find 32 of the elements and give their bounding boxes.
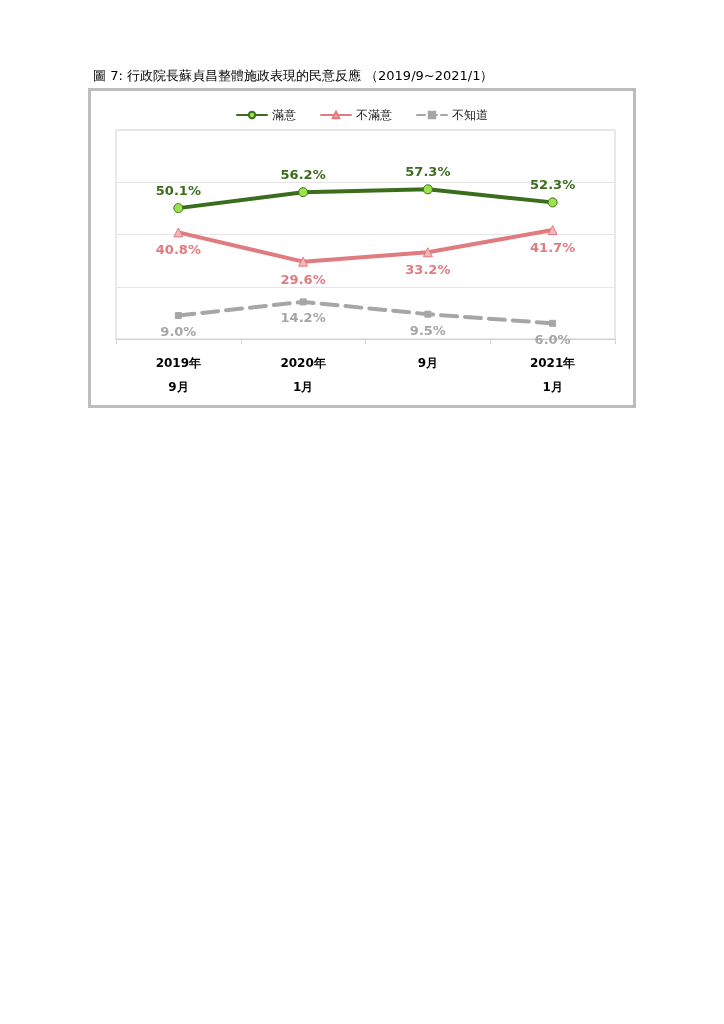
point [173, 203, 184, 214]
data-label: 50.1% [155, 183, 201, 199]
data-label: 41.7% [530, 240, 576, 256]
point [298, 256, 309, 267]
legend-label: 不知道 [452, 108, 488, 122]
data-label: 9.0% [160, 323, 197, 339]
data-label: 33.2% [405, 262, 451, 278]
data-label: 9.5% [409, 322, 446, 338]
point [549, 319, 557, 327]
data-label: 52.3% [530, 177, 576, 193]
point [422, 184, 433, 195]
point [547, 225, 558, 236]
legend-label: 不滿意 [356, 108, 392, 122]
data-label: 40.8% [155, 242, 201, 258]
x-tick-label: 2019年 9月 [155, 356, 202, 394]
legend-label: 滿意 [272, 108, 296, 122]
point [174, 311, 182, 319]
point [547, 197, 558, 208]
data-label: 6.0% [534, 331, 571, 347]
x-tick-label: 9月 [417, 356, 439, 370]
point [299, 298, 307, 306]
data-label: 57.3% [405, 164, 451, 180]
data-label: 56.2% [280, 167, 326, 183]
point [422, 247, 433, 258]
data-label: 29.6% [280, 271, 326, 287]
point [173, 227, 184, 238]
chart-title: 圖 7: 行政院長蘇貞昌整體施政表現的民意反應 （2019/9~2021/1） [93, 68, 494, 83]
point [298, 187, 309, 198]
x-tick-label: 2021年 1月 [529, 356, 576, 394]
point [424, 310, 432, 318]
x-tick-label: 2020年 1月 [280, 356, 326, 394]
data-label: 14.2% [280, 310, 326, 326]
